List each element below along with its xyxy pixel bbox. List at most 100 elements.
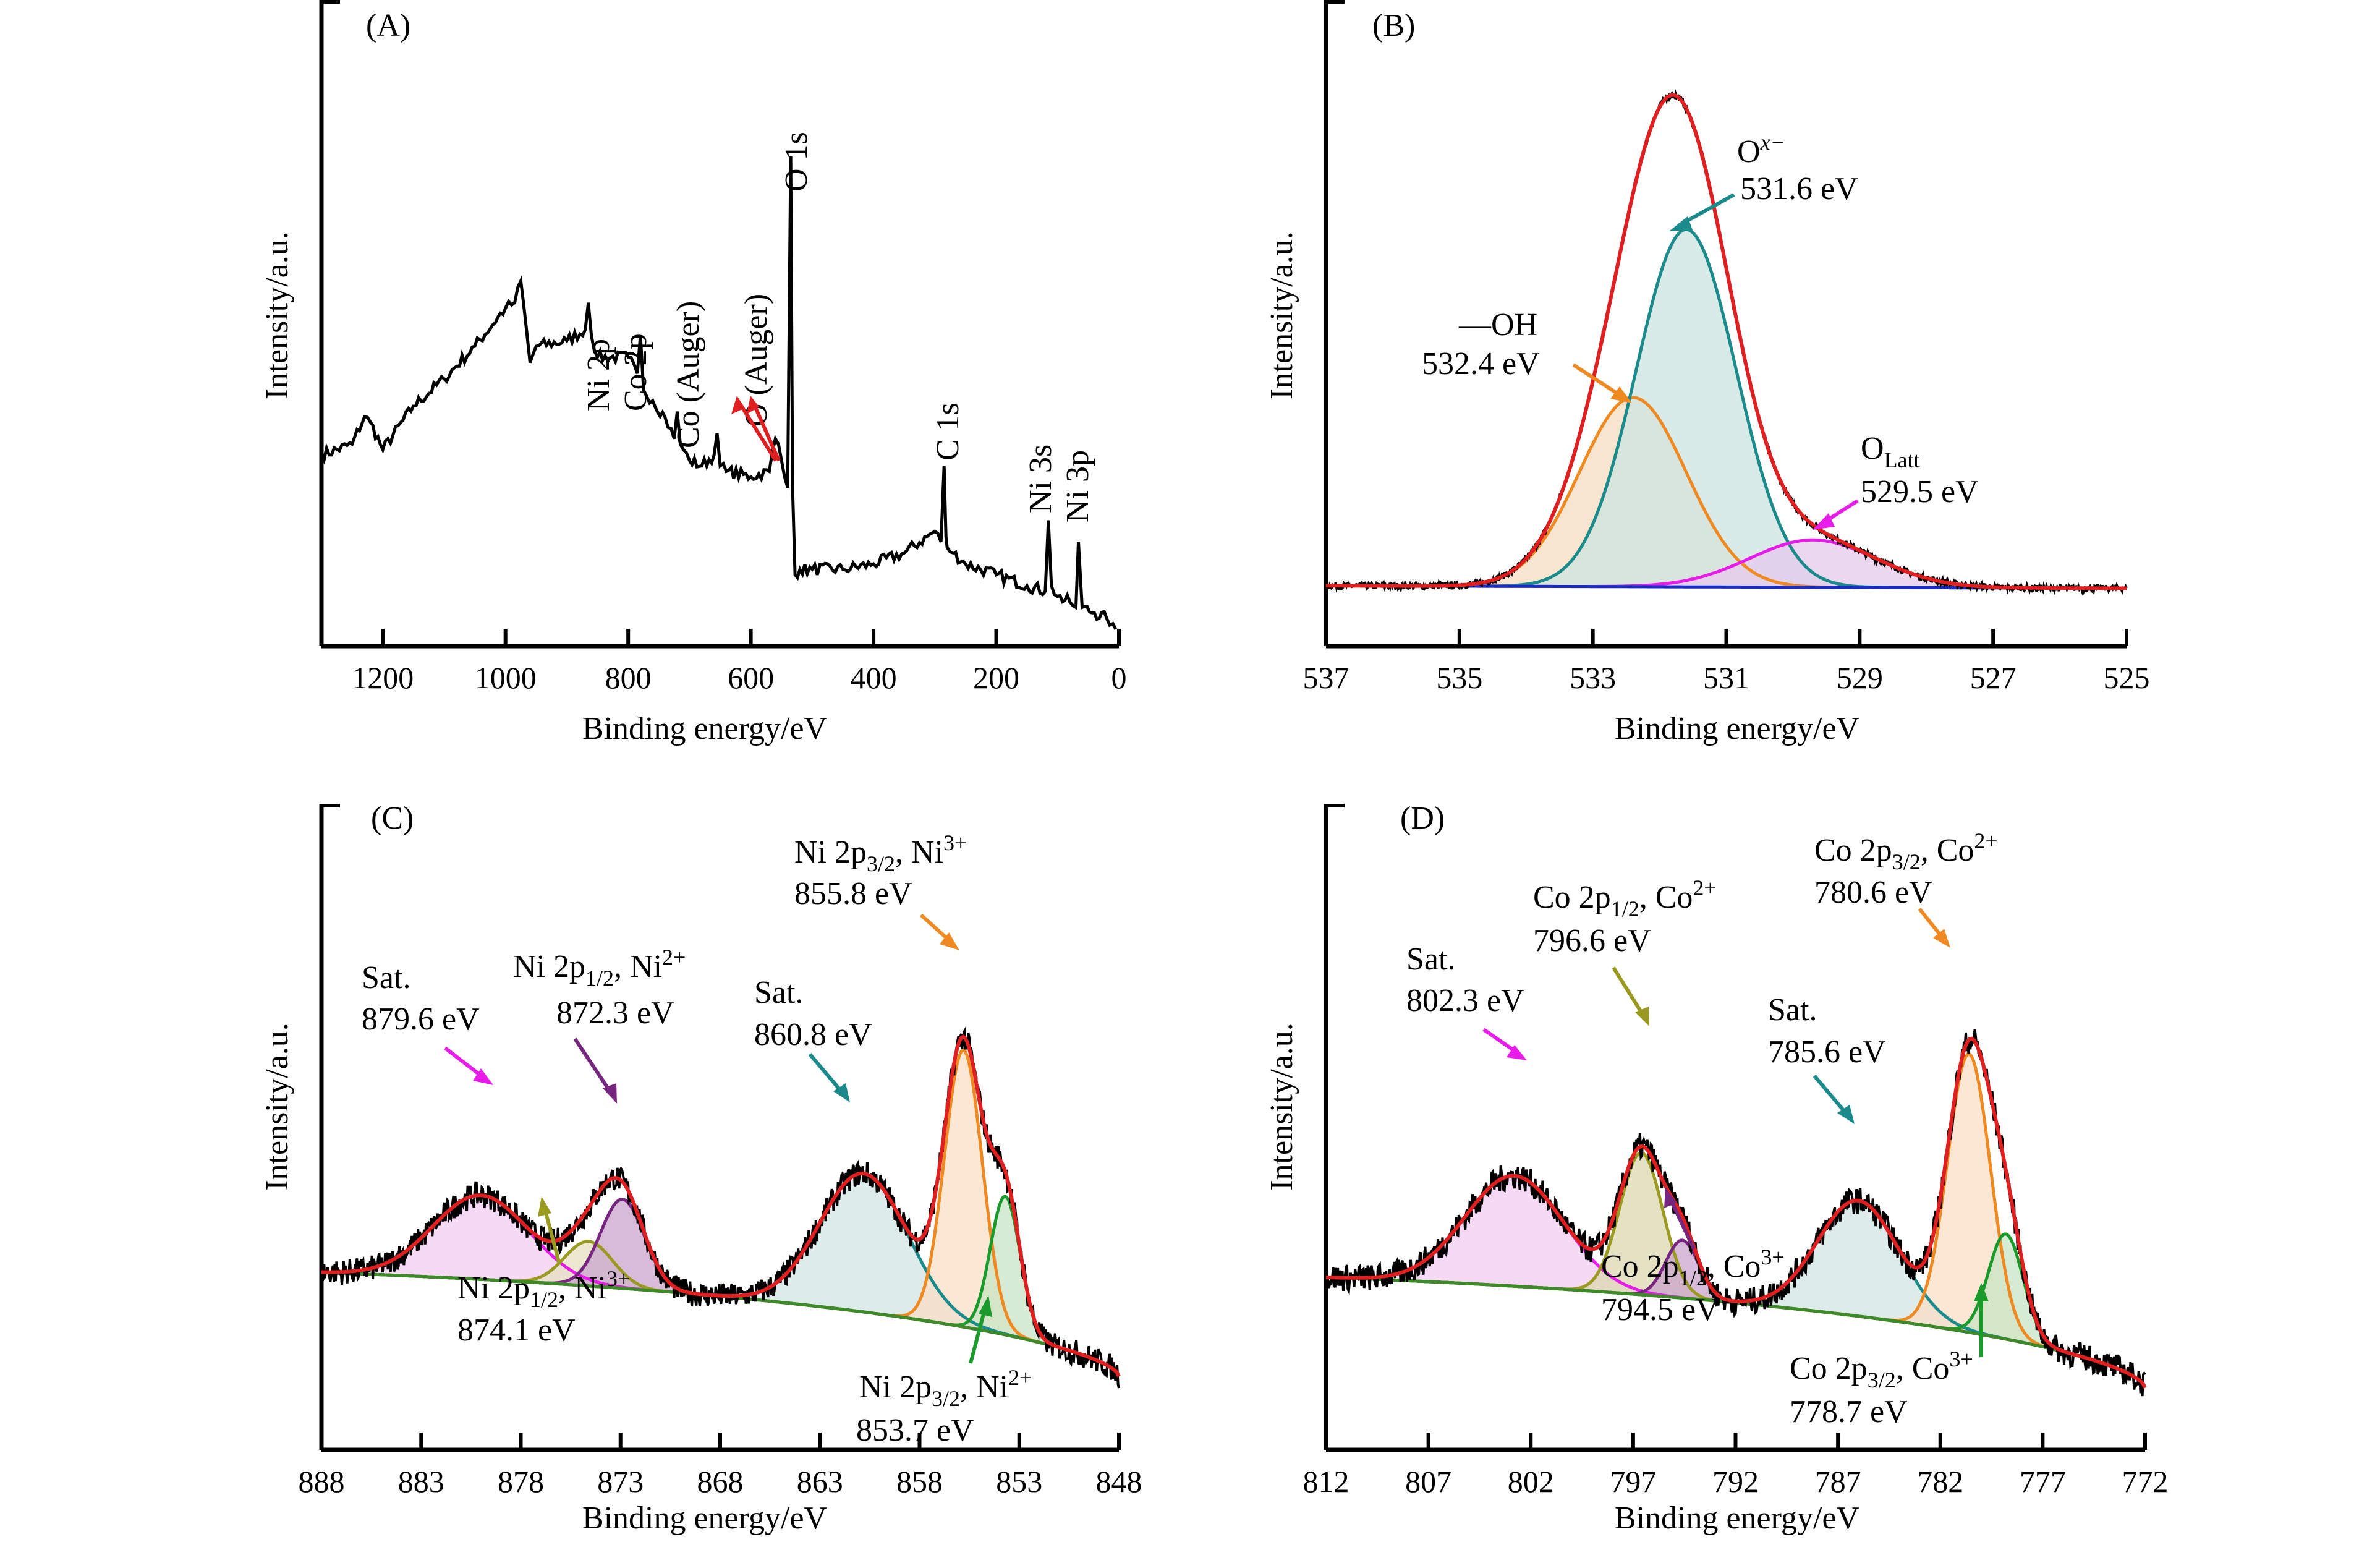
ann-c-ni2p12-ni2-value: 872.3 eV [556, 995, 674, 1031]
ann-b-olatt: OLatt [1861, 431, 1920, 472]
arrow-c-ni3-head [940, 932, 959, 950]
arrow-b-oh-head [1610, 386, 1632, 403]
ann-b-ox-value: 531.6 eV [1740, 171, 1858, 207]
auger-arrow-right-head [747, 396, 759, 414]
x-tick-label: 772 [2122, 1464, 2169, 1499]
panel-a: (A) Binding energy/eV Intensity/a.u. 120… [260, 0, 1127, 746]
panel-c-annotations: Sat. 879.6 eV Ni 2p1/2, Ni2+ 872.3 eV Sa… [362, 830, 1032, 1448]
ann-ni3s: Ni 3s [1023, 445, 1058, 513]
component-fill-5 [957, 1196, 1053, 1346]
ann-co2p: Co 2p [618, 333, 653, 411]
x-tick-label: 787 [1815, 1464, 1861, 1499]
panel-b-xtick-labels: 537 535 533 531 529 527 525 [1303, 660, 2150, 695]
arrow-d-co2-head [1635, 1007, 1649, 1026]
ann-c-ni2p32-ni3-value: 855.8 eV [794, 876, 912, 911]
x-tick-label: 525 [2104, 660, 2150, 695]
ann-c-ni2p12-ni3: Ni 2p1/2, Ni3+ [457, 1266, 630, 1312]
arrow-c-sat1-head [473, 1068, 493, 1085]
ann-c-ni2p32-ni2-value: 853.7 eV [856, 1413, 974, 1448]
panel-c-ylabel: Intensity/a.u. [260, 1023, 295, 1191]
panel-c-label: (C) [371, 801, 414, 836]
x-tick-label: 792 [1712, 1464, 1759, 1499]
panel-c-plot [319, 804, 1121, 1452]
fit-envelope [321, 1034, 1121, 1378]
ann-c-sat2: Sat. [754, 975, 803, 1010]
arrow-b-oh [1572, 363, 1624, 399]
x-tick-label: 802 [1508, 1464, 1554, 1499]
x-tick-label: 1200 [352, 660, 414, 695]
component-fill-0 [334, 1195, 627, 1289]
arrow-d-co3-head [1664, 1187, 1677, 1208]
component-fill-2 [1633, 540, 1994, 588]
panel-a-plot [319, 0, 1121, 649]
panel-b-plot [1324, 0, 2128, 649]
arrow-c-ni2 [573, 1037, 614, 1096]
ann-d-co2p12-co3-value: 794.5 eV [1601, 1292, 1719, 1327]
component-fill-0 [1361, 1175, 1668, 1297]
panel-c-xlabel: Binding energy/eV [582, 1501, 827, 1536]
ann-co-auger: Co (Auger) [671, 301, 706, 448]
ann-d-co2p32-co3: Co 2p3/2, Co3+ [1790, 1347, 1973, 1392]
ann-c-ni2p32-ni3: Ni 2p3/2, Ni3+ [794, 830, 967, 876]
arrow-b-olatt-head [1813, 513, 1835, 530]
ann-ni2p: Ni 2p [581, 339, 616, 411]
x-tick-label: 863 [797, 1464, 843, 1499]
auger-arrow-left [737, 401, 778, 462]
panel-d-label: (D) [1400, 801, 1445, 836]
ann-c-sat1-value: 879.6 eV [362, 1002, 480, 1037]
ann-d-co2p12-co2-value: 796.6 eV [1533, 923, 1651, 958]
panel-a-label: (A) [366, 8, 410, 43]
fit-envelope [1325, 1036, 2147, 1389]
panel-a-xlabel: Binding energy/eV [582, 711, 827, 746]
x-tick-label: 531 [1703, 660, 1749, 695]
x-tick-label: 797 [1610, 1464, 1656, 1499]
panel-c: (C) Binding energy/eV Intensity/a.u. 888… [260, 801, 1142, 1536]
ann-b-ox: Ox− [1737, 130, 1785, 169]
x-tick-label: 812 [1303, 1464, 1349, 1499]
ann-d-co2p12-co2: Co 2p1/2, Co2+ [1533, 875, 1717, 921]
auger-arrows [731, 396, 781, 462]
arrow-c-ni3b [542, 1205, 561, 1265]
arrow-c-ni2-head [603, 1083, 617, 1104]
panel-d-xtick-labels: 812 807 802 797 792 787 782 777 772 [1303, 1464, 2169, 1499]
x-tick-label: 873 [597, 1464, 644, 1499]
x-tick-label: 1000 [475, 660, 537, 695]
ann-d-sat2-value: 785.6 eV [1768, 1034, 1886, 1070]
ann-c-sat2-value: 860.8 eV [754, 1017, 872, 1052]
x-tick-label: 400 [851, 660, 897, 695]
x-tick-label: 527 [1970, 660, 2017, 695]
x-tick-label: 782 [1917, 1464, 1963, 1499]
auger-arrow-left-head [731, 396, 745, 414]
panel-b-ylabel: Intensity/a.u. [1264, 231, 1299, 399]
panel-d-ylabel: Intensity/a.u. [1264, 1023, 1299, 1191]
x-tick-label: 888 [299, 1464, 345, 1499]
x-tick-label: 0 [1111, 660, 1127, 695]
x-tick-label: 868 [697, 1464, 744, 1499]
ann-c-sat1: Sat. [362, 960, 410, 995]
ann-b-oh: —OH [1458, 307, 1537, 343]
arrow-c-sat2 [808, 1053, 846, 1096]
panel-d-plot [1324, 804, 2147, 1452]
ann-o1s: O 1s [779, 132, 814, 192]
x-tick-label: 858 [896, 1464, 943, 1499]
ann-d-co2p32-co2-value: 780.6 eV [1814, 875, 1932, 910]
ann-d-co2p32-co2: Co 2p3/2, Co2+ [1814, 829, 1998, 874]
panel-b-annotations: Ox− 531.6 eV —OH 532.4 eV OLatt 529.5 eV [1422, 130, 1979, 530]
arrow-d-sat2 [1813, 1075, 1850, 1117]
ann-d-sat2: Sat. [1768, 992, 1817, 1028]
auger-arrow-right [751, 401, 781, 462]
ann-d-sat1-value: 802.3 eV [1406, 983, 1524, 1018]
panel-d-annotations: Sat. 802.3 eV Co 2p1/2, Co2+ 796.6 eV Sa… [1406, 829, 1998, 1429]
panel-b-xlabel: Binding energy/eV [1615, 711, 1859, 746]
survey-spectrum [320, 155, 1118, 630]
ann-c-ni2p32-ni2: Ni 2p3/2, Ni2+ [859, 1365, 1032, 1411]
arrow-d-co3 [1667, 1195, 1696, 1250]
arrow-c-ni3b-head [538, 1196, 551, 1217]
panel-a-xtick-labels: 1200 1000 800 600 400 200 0 [352, 660, 1126, 695]
x-tick-label: 800 [605, 660, 652, 695]
arrow-d-co2b-head [1933, 929, 1950, 948]
arrow-d-sat2-head [1837, 1105, 1855, 1124]
x-tick-label: 537 [1303, 660, 1349, 695]
arrow-c-ni2b-head [979, 1295, 992, 1317]
